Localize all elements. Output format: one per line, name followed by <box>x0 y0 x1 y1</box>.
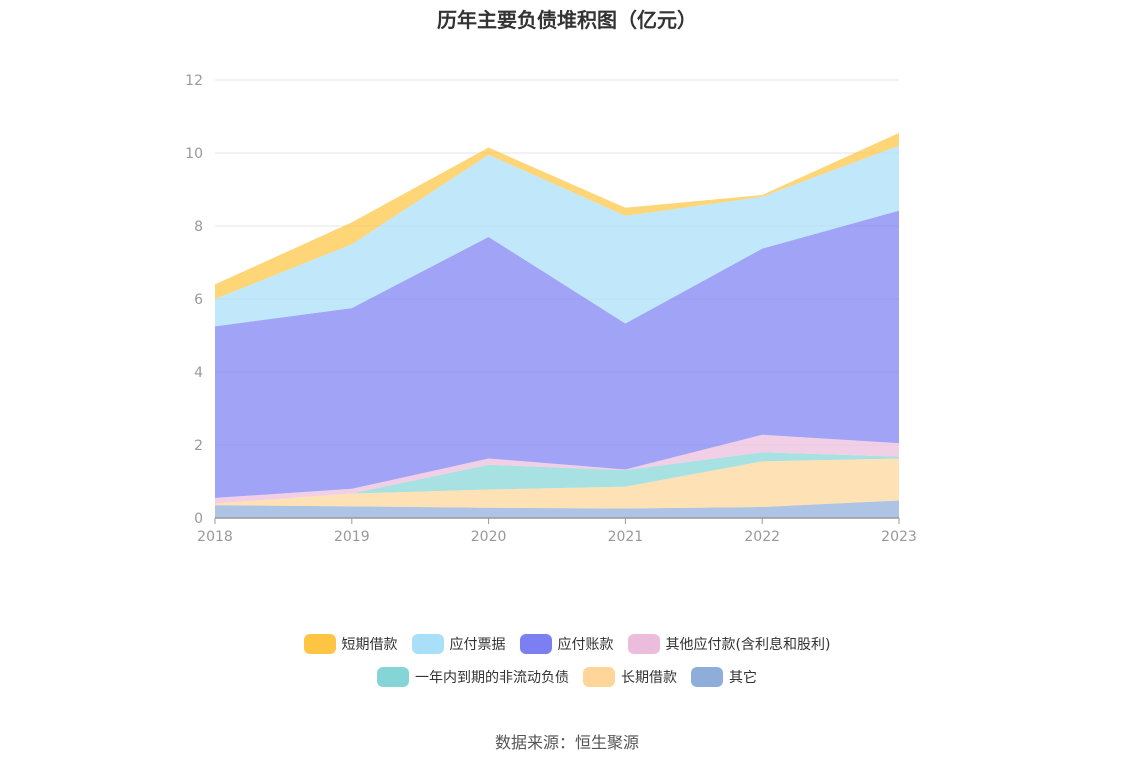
legend-item-current-portion-noncurrent[interactable]: 一年内到期的非流动负债 <box>377 667 569 687</box>
legend-swatch <box>377 667 409 687</box>
y-tick-label: 4 <box>194 365 203 381</box>
legend-item-other[interactable]: 其它 <box>691 667 757 687</box>
area-其他应付款(含利息和股利) <box>215 434 899 504</box>
legend-swatch <box>627 634 660 654</box>
legend-row-1: 短期借款 应付票据 应付账款 其他应付款(含利息和股利) <box>0 631 1134 657</box>
legend-swatch <box>303 634 336 654</box>
chart-title: 历年主要负债堆积图（亿元） <box>437 8 697 32</box>
x-tick-label: 2019 <box>334 529 370 545</box>
y-tick-label: 8 <box>194 219 203 235</box>
x-tick-label: 2021 <box>608 529 644 545</box>
axes: 0 2 4 6 8 10 12 2018 2019 2020 2021 2022 2023 <box>185 73 917 545</box>
legend: 短期借款 应付票据 应付账款 其他应付款(含利息和股利) 一年内到期的非流动负债… <box>0 631 1134 697</box>
area-长期借款 <box>215 458 899 509</box>
legend-swatch <box>519 634 552 654</box>
area-series <box>215 132 899 518</box>
x-tick-label: 2020 <box>471 529 507 545</box>
legend-label: 其他应付款(含利息和股利) <box>665 637 831 653</box>
legend-label: 其它 <box>729 670 757 686</box>
legend-label: 应付票据 <box>449 637 506 653</box>
legend-label: 一年内到期的非流动负债 <box>415 670 569 686</box>
y-tick-label: 12 <box>185 73 203 89</box>
legend-swatch <box>691 667 723 687</box>
legend-label: 应付账款 <box>557 637 614 653</box>
legend-item-long-term-loans[interactable]: 长期借款 <box>583 667 677 687</box>
legend-item-notes-payable[interactable]: 应付票据 <box>411 634 506 654</box>
data-source: 数据来源：恒生聚源 <box>494 733 639 752</box>
legend-row-2: 一年内到期的非流动负债 长期借款 其它 <box>0 664 1134 690</box>
legend-item-accounts-payable[interactable]: 应付账款 <box>519 634 614 654</box>
y-tick-label: 0 <box>194 511 203 527</box>
legend-label: 短期借款 <box>341 637 398 653</box>
legend-item-other-payables[interactable]: 其他应付款(含利息和股利) <box>627 634 831 654</box>
legend-item-short-term-loans[interactable]: 短期借款 <box>303 634 398 654</box>
x-tick-label: 2018 <box>197 529 233 545</box>
stacked-area-chart: 0 2 4 6 8 10 12 2018 2019 2020 2021 2022 2023 <box>185 73 917 545</box>
y-tick-label: 10 <box>185 146 203 162</box>
legend-swatch <box>411 634 444 654</box>
x-tick-label: 2023 <box>881 529 917 545</box>
x-tick-label: 2022 <box>744 529 780 545</box>
legend-swatch <box>583 667 615 687</box>
area-一年内到期的非流动负债 <box>215 452 899 504</box>
area-应付账款 <box>215 210 899 498</box>
area-其它 <box>215 500 899 518</box>
y-tick-label: 6 <box>194 292 203 308</box>
area-应付票据 <box>215 145 899 327</box>
legend-label: 长期借款 <box>621 670 677 686</box>
y-tick-label: 2 <box>194 438 203 454</box>
